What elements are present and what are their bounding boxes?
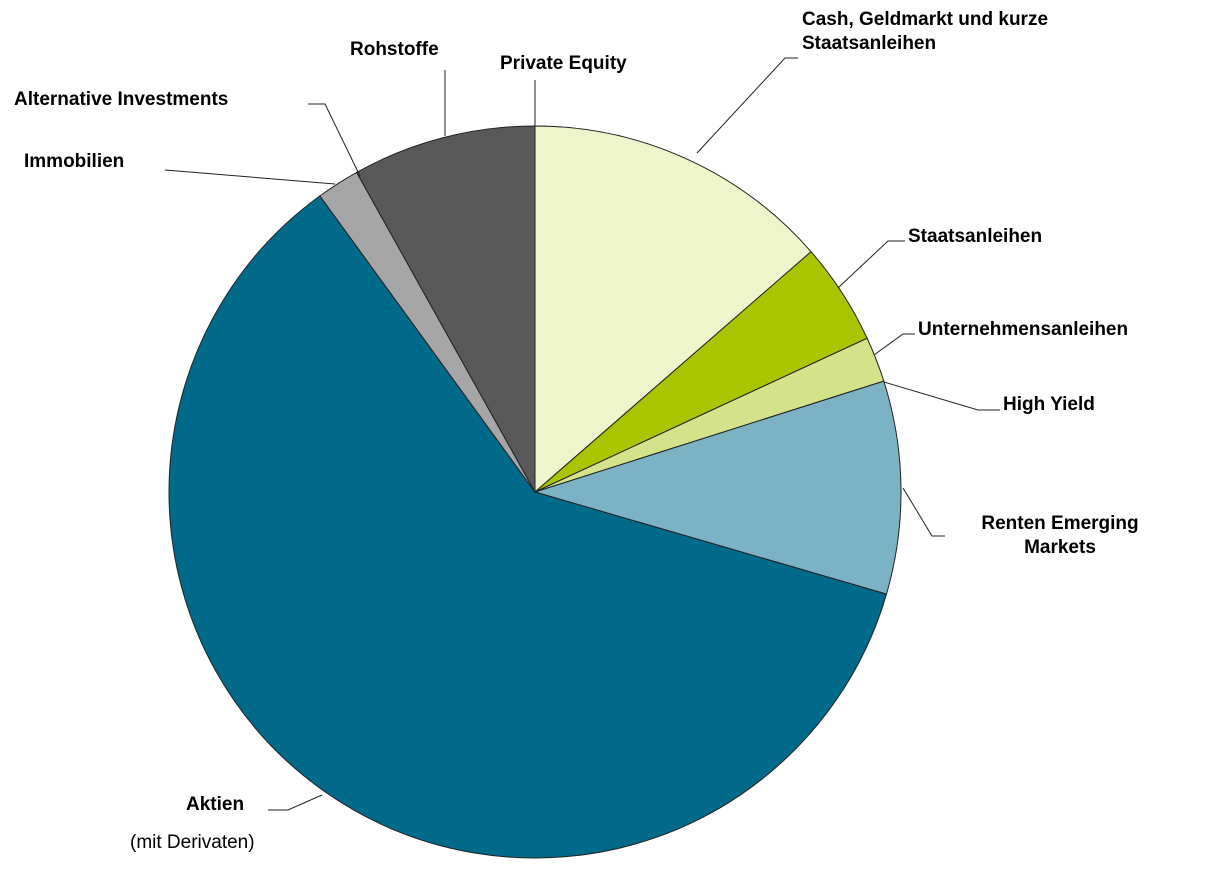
slice-label: Immobilien xyxy=(24,151,125,172)
leader-line xyxy=(837,240,905,289)
pie-slice xyxy=(533,380,902,595)
leader-line xyxy=(696,57,798,154)
leader-line xyxy=(268,794,323,811)
slice-label: Staatsanleihen xyxy=(908,226,1043,247)
pie-slice xyxy=(168,195,888,859)
annotation: (mit Derivaten) xyxy=(130,832,255,853)
slice-label: Aktien xyxy=(186,794,245,815)
slice-label: Cash, Geldmarkt und kurze Staatsanleihen xyxy=(802,9,1049,54)
slice-label: High Yield xyxy=(1003,394,1095,415)
leader-line xyxy=(883,381,1000,411)
leader-line xyxy=(873,333,915,356)
pie-slice xyxy=(534,125,812,494)
leader-line xyxy=(164,169,336,185)
slice-label: Rohstoffe xyxy=(350,39,439,60)
pie-slice xyxy=(355,125,536,494)
leader-line xyxy=(308,103,361,177)
leader-line xyxy=(902,487,945,537)
slice-label: Alternative Investments xyxy=(14,89,229,110)
slice-label: Renten Emerging Markets xyxy=(981,513,1139,558)
slice-label: Unternehmensanleihen xyxy=(918,319,1129,340)
slice-label: Private Equity xyxy=(500,53,627,74)
